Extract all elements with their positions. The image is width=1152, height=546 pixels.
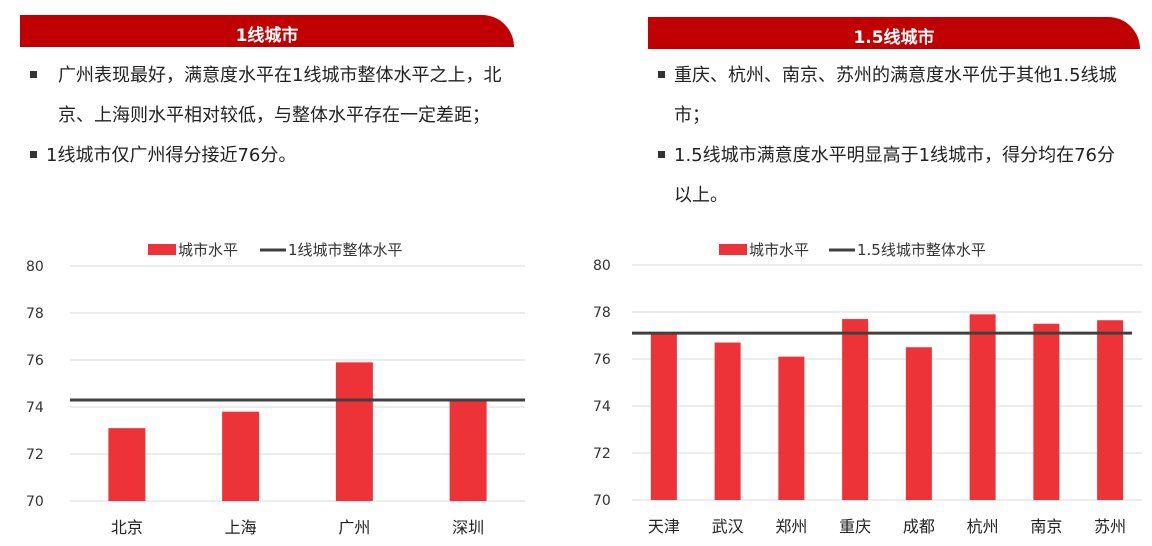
left-chart-legend-line-label: 1线城市整体水平 [288,241,403,259]
right-chart-y-tick-label: 78 [593,305,611,321]
left-chart-y-tick-label: 78 [26,306,44,322]
right-bullet-1-text: 重庆、杭州、南京、苏州的满意度水平优于其他1.5线城市； [674,65,1117,126]
left-chart-bar-1 [108,428,146,501]
bullet-square-icon [658,151,665,158]
right-chart-y-tick-label: 76 [593,352,611,368]
right-chart-category-label: 重庆 [839,517,871,536]
left-bar-chart: 70 72 74 76 78 80 北京 上海 广州 深圳 城市水平 1线城市整体水平 [26,241,525,537]
left-bullet-list: 广州表现最好，满意度水平在1线城市整体水平之上，北京、上海则水平相对较低，与整体… [30,56,510,176]
bullet-square-icon [30,71,37,78]
left-panel: 1线城市 广州表现最好，满意度水平在1线城市整体水平之上，北京、上海则水平相对较… [20,15,525,537]
left-chart-y-tick-label: 76 [26,353,44,369]
right-chart-y-tick-label: 72 [593,446,611,462]
right-chart-legend-bar-label: 城市水平 [749,241,809,259]
left-chart-y-tick-label: 70 [26,494,44,510]
left-header-bar: 1线城市 [20,15,514,47]
right-chart-category-label: 成都 [903,517,935,536]
right-bullet-list: 重庆、杭州、南京、苏州的满意度水平优于其他1.5线城市； 1.5线城市满意度水平… [658,56,1128,216]
right-bullet-2-text: 1.5线城市满意度水平明显高于1线城市，得分均在76分以上。 [674,145,1115,206]
right-chart-legend-line-label: 1.5线城市整体水平 [857,241,986,259]
right-header-bar: 1.5线城市 [648,17,1140,49]
left-chart-legend-bar-label: 城市水平 [178,241,238,259]
left-chart-bar-4 [449,399,487,501]
right-chart-y-tick-label: 80 [593,258,611,274]
right-chart-bar-5 [905,347,932,500]
right-chart-bar-2 [714,342,741,500]
right-bullet-1: 重庆、杭州、南京、苏州的满意度水平优于其他1.5线城市； [658,56,1128,136]
right-chart-y-tick-label: 70 [593,493,611,509]
right-chart-y-tick-label: 74 [593,399,611,415]
right-chart-category-label: 武汉 [712,517,744,536]
left-chart-y-tick-label: 74 [26,400,44,416]
left-chart-category-label: 广州 [338,518,370,537]
right-bullet-2: 1.5线城市满意度水平明显高于1线城市，得分均在76分以上。 [658,136,1128,216]
right-chart-category-label: 郑州 [775,517,807,536]
right-chart-category-label: 杭州 [967,517,999,536]
right-bar-chart: 70 72 74 76 78 80 天津 武汉 郑州 重庆 成都 杭州 南京 苏州 城市水平 1.5线城市整体… [593,241,1142,536]
left-chart-y-tick-label: 72 [26,447,44,463]
left-chart-y-tick-label: 80 [26,259,44,275]
right-chart-bar-6 [969,314,996,500]
right-chart-category-label: 天津 [648,517,680,536]
left-title: 1线城市 [235,26,299,46]
left-bullet-1: 广州表现最好，满意度水平在1线城市整体水平之上，北京、上海则水平相对较低，与整体… [30,56,510,136]
left-bullet-2: 1线城市仅广州得分接近76分。 [30,136,510,176]
left-chart-category-label: 北京 [111,518,143,537]
right-panel: 1.5线城市 重庆、杭州、南京、苏州的满意度水平优于其他1.5线城市； 1.5线… [576,0,1152,546]
left-chart-category-label: 上海 [225,518,257,537]
left-chart-category-label: 深圳 [452,518,484,537]
right-chart-category-label: 南京 [1030,517,1062,536]
right-chart-bar-4 [842,319,869,500]
left-bullet-2-text: 1线城市仅广州得分接近76分。 [46,145,297,166]
right-chart-bar-8 [1097,320,1124,500]
right-chart-bar-1 [650,333,677,500]
right-chart-bar-7 [1033,323,1060,500]
right-chart-category-label: 苏州 [1094,517,1126,536]
bullet-square-icon [30,151,37,158]
left-bullet-1-text: 广州表现最好，满意度水平在1线城市整体水平之上，北京、上海则水平相对较低，与整体… [58,65,502,126]
right-title: 1.5线城市 [853,28,935,48]
left-chart-bar-2 [222,411,260,501]
bullet-square-icon [658,71,665,78]
right-chart-legend-bar-swatch [719,244,747,255]
right-chart-bar-3 [778,356,805,500]
left-chart-legend-bar-swatch [148,244,176,255]
left-chart-bar-3 [335,362,373,501]
